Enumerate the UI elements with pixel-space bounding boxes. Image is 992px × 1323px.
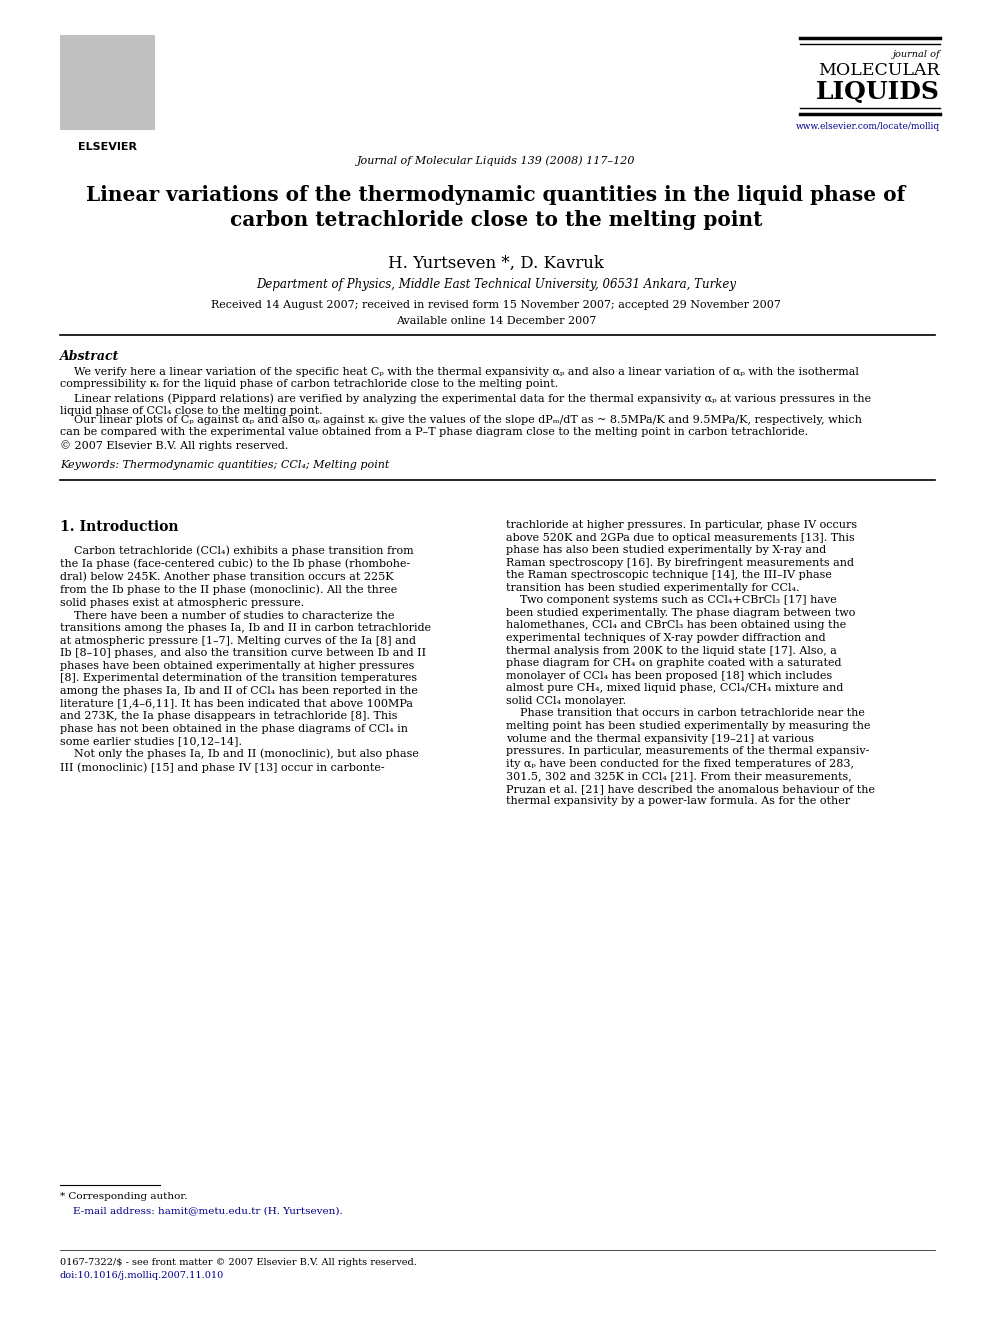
Text: Department of Physics, Middle East Technical University, 06531 Ankara, Turkey: Department of Physics, Middle East Techn…: [256, 278, 736, 291]
Text: 0167-7322/$ - see front matter © 2007 Elsevier B.V. All rights reserved.: 0167-7322/$ - see front matter © 2007 El…: [60, 1258, 417, 1267]
Text: Linear relations (Pippard relations) are verified by analyzing the experimental : Linear relations (Pippard relations) are…: [60, 393, 871, 415]
Text: Linear variations of the thermodynamic quantities in the liquid phase of: Linear variations of the thermodynamic q…: [86, 185, 906, 205]
Text: journal of: journal of: [893, 50, 940, 60]
Text: carbon tetrachloride close to the melting point: carbon tetrachloride close to the meltin…: [230, 210, 762, 230]
Text: We verify here a linear variation of the specific heat Cₚ with the thermal expan: We verify here a linear variation of the…: [60, 366, 859, 389]
Text: E-mail address: hamit@metu.edu.tr (H. Yurtseven).: E-mail address: hamit@metu.edu.tr (H. Yu…: [60, 1207, 343, 1215]
Text: doi:10.1016/j.molliq.2007.11.010: doi:10.1016/j.molliq.2007.11.010: [60, 1271, 224, 1279]
Text: MOLECULAR: MOLECULAR: [818, 62, 940, 79]
Text: Keywords: Thermodynamic quantities; CCl₄; Melting point: Keywords: Thermodynamic quantities; CCl₄…: [60, 460, 390, 470]
Bar: [60, 34, 155, 130]
Text: LIQUIDS: LIQUIDS: [816, 79, 940, 105]
Text: ELSEVIER: ELSEVIER: [78, 142, 137, 152]
Text: Journal of Molecular Liquids 139 (2008) 117–120: Journal of Molecular Liquids 139 (2008) …: [357, 155, 635, 165]
Text: Available online 14 December 2007: Available online 14 December 2007: [396, 316, 596, 325]
Text: www.elsevier.com/locate/molliq: www.elsevier.com/locate/molliq: [796, 122, 940, 131]
Text: Received 14 August 2007; received in revised form 15 November 2007; accepted 29 : Received 14 August 2007; received in rev…: [211, 300, 781, 310]
Text: * Corresponding author.: * Corresponding author.: [60, 1192, 187, 1201]
Text: trachloride at higher pressures. In particular, phase IV occurs
above 520K and 2: trachloride at higher pressures. In part…: [506, 520, 875, 806]
Text: Our linear plots of Cₚ against αₚ and also αₚ against κₜ give the values of the : Our linear plots of Cₚ against αₚ and al…: [60, 415, 862, 451]
Text: 1. Introduction: 1. Introduction: [60, 520, 179, 534]
Text: Abstract: Abstract: [60, 351, 119, 363]
Text: Carbon tetrachloride (CCl₄) exhibits a phase transition from
the Ia phase (face-: Carbon tetrachloride (CCl₄) exhibits a p…: [60, 545, 432, 773]
Text: H. Yurtseven *, D. Kavruk: H. Yurtseven *, D. Kavruk: [388, 255, 604, 273]
